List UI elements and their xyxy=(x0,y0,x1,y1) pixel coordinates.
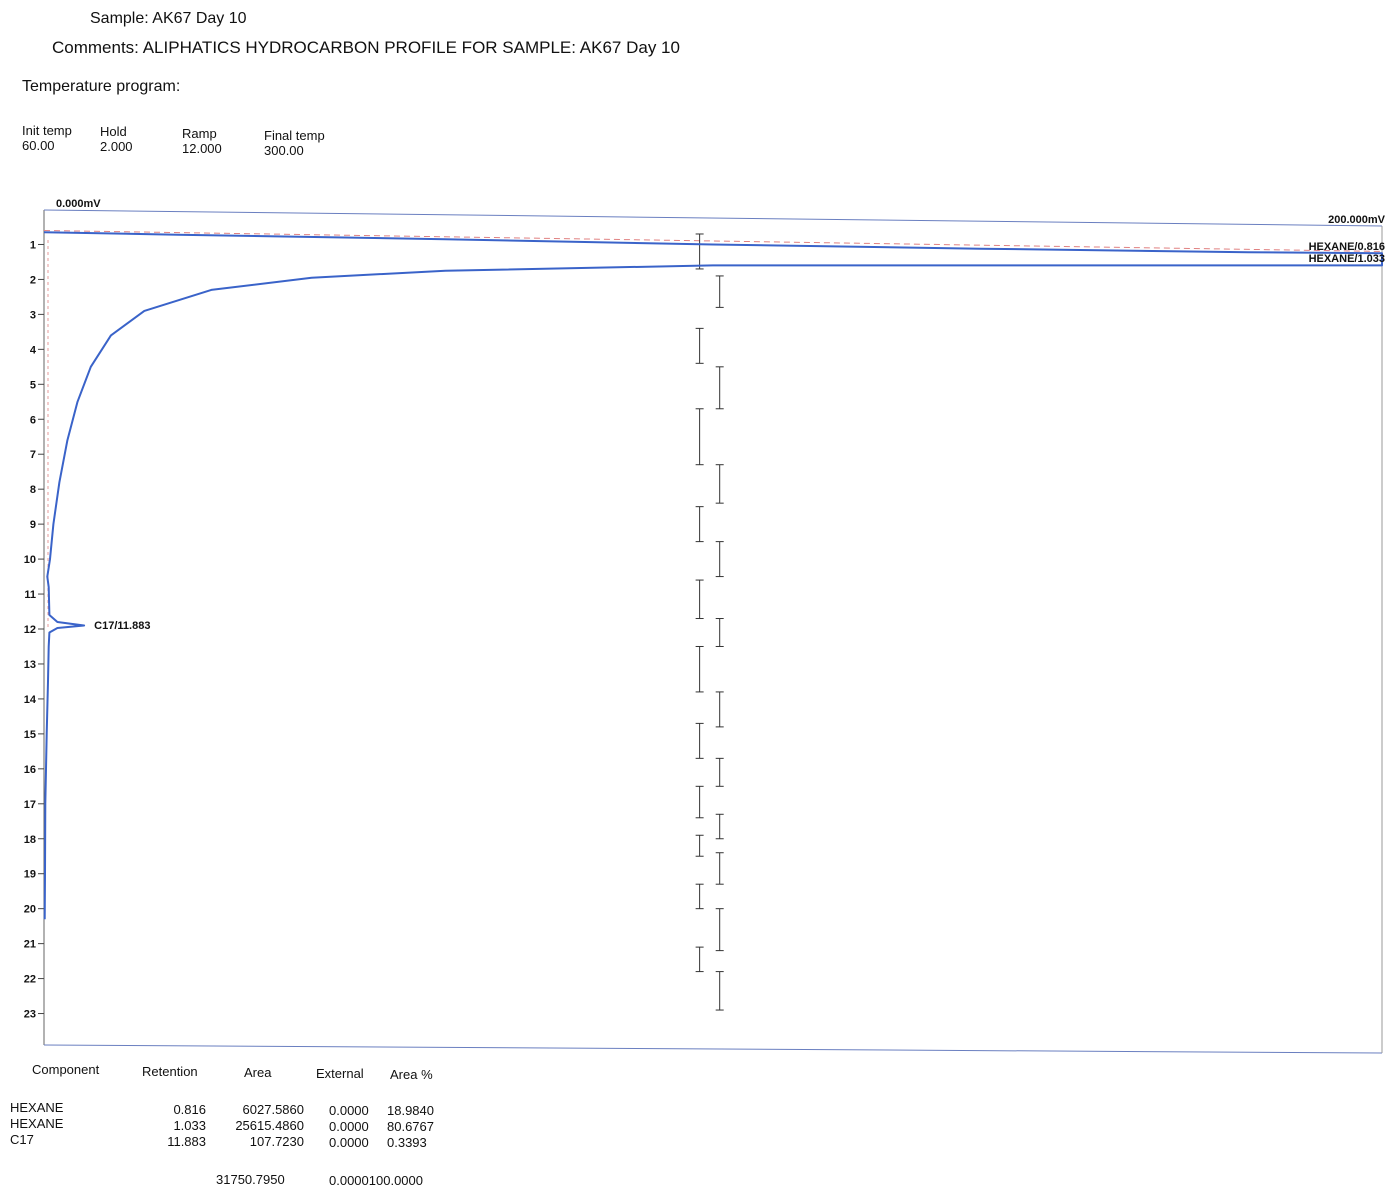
y-tick-label: 23 xyxy=(24,1009,36,1021)
bottom-border-line xyxy=(43,1044,1383,1054)
tp-ramp-label: Ramp xyxy=(182,126,217,141)
row-1-area: 6027.5860 xyxy=(242,1102,304,1117)
y-tick-label: 13 xyxy=(24,659,36,671)
col-header-component: Component xyxy=(32,1062,100,1077)
y-tick-label: 16 xyxy=(24,764,36,776)
chart-frame xyxy=(43,209,1383,1054)
col-header-area-pct: Area % xyxy=(390,1067,433,1082)
x-min-label: 0.000mV xyxy=(56,198,101,210)
row-2-area: 25615.4860 xyxy=(235,1118,304,1133)
trace-group xyxy=(43,231,1383,920)
row-3-retention: 11.883 xyxy=(167,1134,206,1149)
sample-line: Sample: AK67 Day 10 xyxy=(90,10,247,28)
chart-labels: 0.000mV 200.000mV HEXANE/0.816HEXANE/1.033… xyxy=(56,198,1386,632)
peak-label-hexane-1: HEXANE/0.816 xyxy=(1309,241,1385,253)
row-1-external: 0.0000 xyxy=(329,1103,369,1118)
row-1-retention: 0.816 xyxy=(173,1102,206,1117)
tp-final-temp-value: 300.00 xyxy=(264,143,304,158)
temperature-program-title: Temperature program: xyxy=(22,78,181,95)
tp-ramp: Ramp 12.000 xyxy=(182,126,222,156)
row-1-component: HEXANE xyxy=(10,1100,64,1115)
x-max-label: 200.000mV xyxy=(1328,214,1386,226)
col-header-area: Area xyxy=(244,1065,272,1080)
row-2-retention: 1.033 xyxy=(173,1118,206,1133)
comments-label: Comments: xyxy=(52,38,139,57)
y-tick-label: 2 xyxy=(30,274,36,286)
tp-init-temp-label: Init temp xyxy=(22,123,72,138)
peak-label-c17: C17/11.883 xyxy=(94,620,150,632)
y-tick-label: 22 xyxy=(24,974,36,986)
tp-init-temp: Init temp 60.00 xyxy=(22,123,72,153)
y-tick-label: 10 xyxy=(24,554,36,566)
top-border-line xyxy=(43,209,1383,227)
sample-label: Sample: xyxy=(90,10,149,27)
y-tick-label: 14 xyxy=(24,694,37,706)
row-1-area-pct: 18.9840 xyxy=(387,1103,434,1118)
tp-ramp-value: 12.000 xyxy=(182,141,222,156)
chromatogram-trace xyxy=(43,231,1383,920)
comments-value: ALIPHATICS HYDROCARBON PROFILE FOR SAMPL… xyxy=(142,38,680,57)
y-tick-label: 5 xyxy=(30,379,36,391)
y-tick-label: 12 xyxy=(24,624,36,636)
col-header-external: External xyxy=(316,1066,364,1081)
y-tick-label: 6 xyxy=(30,414,36,426)
row-3-area-pct: 0.3393 xyxy=(387,1135,427,1150)
y-tick-label: 19 xyxy=(24,869,36,881)
baseline-dashed xyxy=(43,229,1383,252)
y-tick-label: 4 xyxy=(30,344,37,356)
row-2-external: 0.0000 xyxy=(329,1119,369,1134)
y-tick-label: 3 xyxy=(30,309,36,321)
tp-hold-value: 2.000 xyxy=(100,139,133,154)
y-tick-label: 15 xyxy=(24,729,36,741)
integration-marks xyxy=(695,233,724,1011)
y-tick-label: 20 xyxy=(24,904,36,916)
total-area: 31750.7950 xyxy=(216,1172,285,1187)
tp-final-temp: Final temp 300.00 xyxy=(264,128,325,158)
comments-line: Comments: ALIPHATICS HYDROCARBON PROFILE… xyxy=(52,38,680,58)
col-header-retention: Retention xyxy=(142,1064,198,1079)
tp-hold: Hold 2.000 xyxy=(100,124,133,154)
y-tick-label: 18 xyxy=(24,834,36,846)
total-external-pct: 0.0000100.0000 xyxy=(329,1173,423,1188)
y-tick-label: 11 xyxy=(24,589,36,601)
sample-value: AK67 Day 10 xyxy=(152,10,247,27)
tp-final-temp-label: Final temp xyxy=(264,128,325,143)
y-tick-label: 9 xyxy=(30,519,36,531)
row-2-component: HEXANE xyxy=(10,1116,64,1131)
y-tick-label: 7 xyxy=(30,449,36,461)
y-tick-label: 8 xyxy=(30,484,36,496)
peak-label-hexane-2: HEXANE/1.033 xyxy=(1309,253,1385,265)
row-3-area: 107.7230 xyxy=(249,1134,304,1149)
y-tick-label: 17 xyxy=(24,799,36,811)
y-tick-label: 21 xyxy=(24,939,36,951)
row-2-area-pct: 80.6767 xyxy=(387,1119,434,1134)
y-tick-label: 1 xyxy=(30,239,36,251)
row-3-component: C17 xyxy=(10,1132,34,1147)
tp-hold-label: Hold xyxy=(100,124,127,139)
tp-init-temp-value: 60.00 xyxy=(22,138,55,153)
row-3-external: 0.0000 xyxy=(329,1135,369,1150)
